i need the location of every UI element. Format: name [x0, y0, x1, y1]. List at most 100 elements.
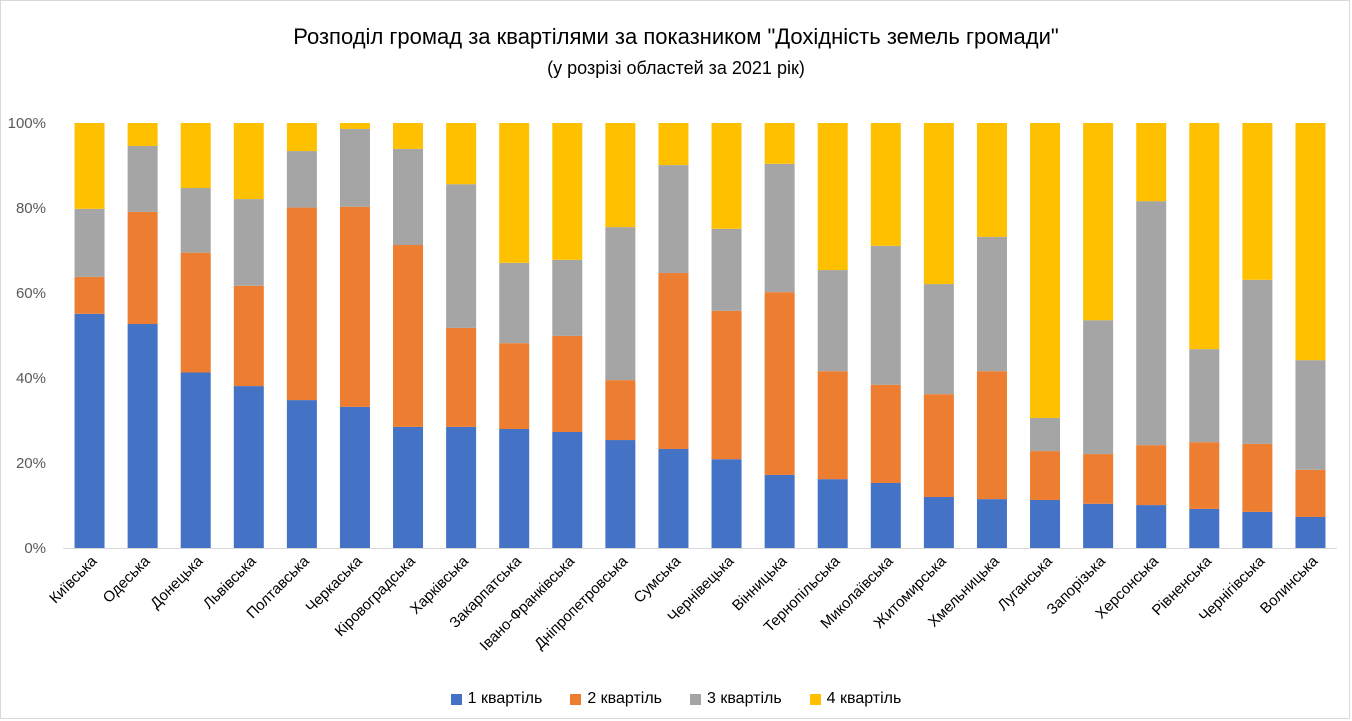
- bar-segment-q2: [1295, 469, 1326, 517]
- bar-segment-q4: [393, 123, 424, 149]
- bar-segment-q3: [286, 151, 317, 208]
- bar-segment-q3: [1030, 417, 1061, 452]
- y-axis-ticks: 0% 20% 40% 60% 80% 100%: [8, 115, 46, 557]
- bar-segment-q2: [817, 371, 848, 480]
- bar-segment-q3: [1242, 279, 1273, 444]
- bar-segment-q4: [552, 123, 583, 260]
- bar-segment-q4: [817, 123, 848, 271]
- bar-segment-q1: [446, 426, 477, 548]
- bar-segment-q4: [233, 123, 264, 200]
- bar-segment-q3: [74, 208, 105, 277]
- bar-segment-q4: [499, 123, 530, 263]
- bar-segment-q4: [74, 123, 105, 209]
- bar-segment-q2: [393, 244, 424, 427]
- bar-segment-q3: [127, 145, 158, 212]
- bar-segment-q2: [976, 371, 1007, 500]
- bar-segment-q2: [605, 380, 636, 441]
- bar-segment-q1: [711, 459, 742, 548]
- bar-segment-q1: [764, 474, 795, 548]
- x-tick-label: Сумська: [631, 552, 685, 606]
- bar-segment-q3: [817, 270, 848, 372]
- chart-title: Розподіл громад за квартілями за показни…: [293, 24, 1059, 49]
- x-tick-label: Дніпропетровська: [531, 552, 631, 652]
- legend-swatch: [690, 693, 701, 705]
- legend-item-q4: 4 квартіль: [809, 690, 902, 708]
- bar-segment-q1: [286, 400, 317, 548]
- bar-segment-q2: [286, 207, 317, 401]
- legend-label: 3 квартіль: [707, 690, 782, 707]
- bar-segment-q2: [1083, 454, 1114, 504]
- bar-segment-q2: [499, 343, 530, 429]
- y-tick-label: 60%: [16, 285, 46, 302]
- bar-segment-q4: [286, 123, 317, 152]
- bar-segment-q4: [1295, 123, 1326, 361]
- bar-segment-q1: [180, 372, 211, 548]
- bar-segment-q2: [1242, 443, 1273, 512]
- bar-segment-q1: [233, 386, 264, 548]
- bar-segment-q4: [1030, 123, 1061, 418]
- legend: 1 квартіль 2 квартіль 3 квартіль 4 квартіль: [0, 690, 1352, 708]
- bar-segment-q3: [658, 165, 689, 274]
- bar-segment-q4: [870, 123, 901, 246]
- bar-segment-q4: [658, 123, 689, 166]
- bar-segment-q1: [1083, 503, 1114, 548]
- bar-segment-q2: [1189, 442, 1220, 509]
- bar-segment-q4: [339, 123, 370, 129]
- bar-segment-q2: [339, 206, 370, 407]
- bar-segment-q1: [1136, 505, 1167, 548]
- legend-swatch: [450, 693, 462, 705]
- bar-segment-q3: [764, 163, 795, 293]
- bar-segment-q3: [605, 227, 636, 381]
- bar-segment-q1: [339, 406, 370, 548]
- bar-segment-q3: [711, 228, 742, 311]
- bar-segment-q1: [817, 479, 848, 548]
- bar-segment-q4: [976, 123, 1007, 237]
- bar-segment-q2: [127, 211, 158, 325]
- bar-segment-q1: [1242, 511, 1273, 548]
- legend-swatch: [570, 693, 582, 705]
- bar-segment-q1: [127, 324, 158, 548]
- bar-segment-q2: [1136, 445, 1167, 506]
- legend-item-q3: 3 квартіль: [690, 690, 782, 708]
- bar-segment-q3: [552, 259, 583, 336]
- bar-segment-q2: [180, 252, 211, 373]
- bar-segment-q2: [711, 310, 742, 460]
- bar-segment-q2: [1030, 451, 1061, 500]
- bar-segment-q3: [1136, 201, 1167, 446]
- bar-segment-q4: [1136, 123, 1167, 202]
- bar-segment-q4: [127, 123, 158, 146]
- bar-segment-q3: [180, 188, 211, 253]
- bar-segment-q3: [339, 128, 370, 207]
- bar-segment-q1: [976, 499, 1007, 548]
- legend-swatch: [809, 693, 821, 705]
- bar-segment-q3: [233, 199, 264, 286]
- chart-subtitle: (у розрізі областей за 2021 рік): [547, 58, 805, 78]
- bar-segment-q3: [1189, 349, 1220, 443]
- bar-segment-q2: [446, 327, 477, 427]
- bar-segment-q3: [870, 245, 901, 385]
- bar-segment-q3: [446, 184, 477, 328]
- bar-segment-q1: [923, 497, 954, 548]
- y-tick-label: 100%: [8, 115, 46, 132]
- bars: [74, 123, 1326, 548]
- bar-segment-q1: [499, 429, 530, 548]
- legend-label: 4 квартіль: [826, 690, 902, 707]
- x-tick-label: Івано-Франківська: [477, 552, 579, 654]
- bar-segment-q4: [1083, 123, 1114, 321]
- bar-segment-q1: [605, 440, 636, 548]
- bar-segment-q2: [74, 276, 105, 314]
- bar-segment-q4: [1242, 123, 1273, 280]
- bar-segment-q3: [393, 148, 424, 245]
- x-tick-label: Волинська: [1257, 552, 1322, 617]
- legend-item-q2: 2 квартіль: [570, 690, 662, 708]
- bar-segment-q3: [499, 262, 530, 344]
- bar-segment-q4: [180, 123, 211, 189]
- legend-label: 1 квартіль: [467, 690, 543, 707]
- y-tick-label: 40%: [16, 370, 46, 387]
- bar-segment-q4: [605, 123, 636, 228]
- bar-segment-q1: [74, 313, 105, 548]
- bar-segment-q3: [1295, 360, 1326, 470]
- bar-segment-q4: [446, 123, 477, 185]
